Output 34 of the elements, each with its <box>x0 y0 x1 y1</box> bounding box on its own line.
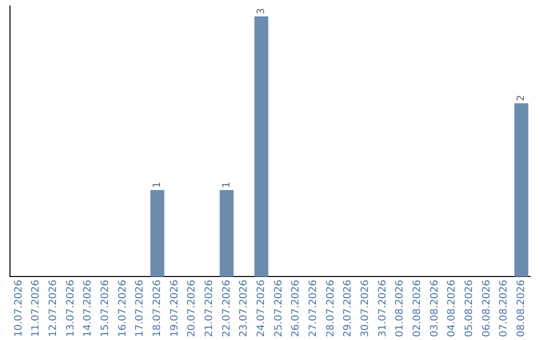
x-tick-label: 26.07.2026 <box>290 280 302 338</box>
x-tick-label: 16.07.2026 <box>117 280 128 338</box>
x-tick-label: 31.07.2026 <box>377 280 388 338</box>
x-tick-label: 27.07.2026 <box>308 280 319 338</box>
x-tick-label: 06.08.2026 <box>481 280 492 338</box>
x-tick-label: 19.07.2026 <box>169 280 180 338</box>
data-label: 1 <box>221 182 232 188</box>
x-tick-label: 03.08.2026 <box>429 280 440 338</box>
x-tick-label: 07.08.2026 <box>498 280 510 338</box>
x-tick-label: 20.07.2026 <box>186 280 198 338</box>
x-tick-label: 12.07.2026 <box>48 280 59 338</box>
x-tick-label: 22.07.2026 <box>221 280 232 338</box>
x-tick-label: 17.07.2026 <box>134 280 146 338</box>
x-tick-label: 04.08.2026 <box>446 280 458 338</box>
x-tick-label: 05.08.2026 <box>464 280 475 338</box>
x-tick-label: 13.07.2026 <box>65 280 76 338</box>
x-tick-label: 14.07.2026 <box>82 280 94 338</box>
x-tick-label: 15.07.2026 <box>100 280 111 338</box>
x-tick-label: 29.07.2026 <box>342 280 354 338</box>
x-tick-label: 01.08.2026 <box>394 280 406 338</box>
x-tick-label: 25.07.2026 <box>273 280 284 338</box>
data-label: 2 <box>516 94 527 102</box>
x-tick-label: 10.07.2026 <box>13 280 24 338</box>
x-tick-label: 08.08.2026 <box>516 280 527 338</box>
x-tick-label: 28.07.2026 <box>325 280 336 338</box>
x-tick-label: 23.07.2026 <box>238 280 250 338</box>
x-tick-label: 18.07.2026 <box>152 280 163 338</box>
data-label: 3 <box>256 8 267 14</box>
x-tick-label: 30.07.2026 <box>360 280 371 338</box>
x-tick-label: 02.08.2026 <box>412 280 423 338</box>
x-tick-label: 21.07.2026 <box>204 280 215 338</box>
data-label: 1 <box>152 182 163 188</box>
x-tick-label: 11.07.2026 <box>30 280 42 338</box>
x-tick-label: 24.07.2026 <box>256 280 267 338</box>
